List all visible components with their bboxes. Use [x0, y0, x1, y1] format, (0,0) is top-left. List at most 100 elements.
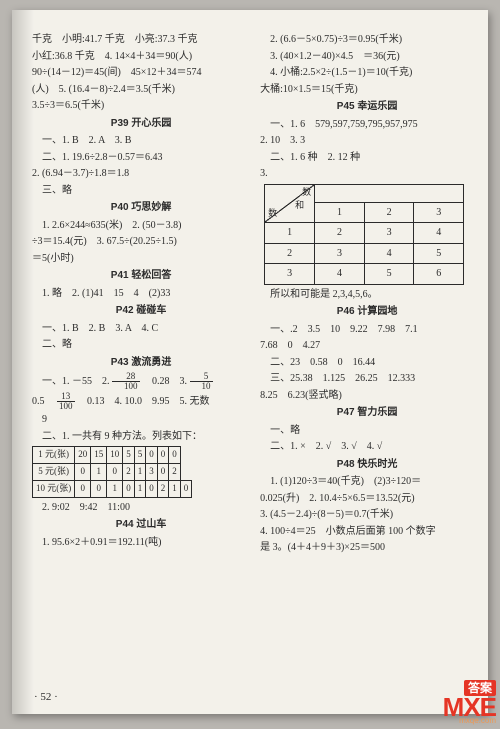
table-cell: 15 [91, 447, 107, 464]
table-row: 10 元(张) 0 0 1 0 1 0 2 1 0 [33, 480, 192, 497]
text-line: 一、略 [260, 423, 474, 439]
table-cell: 1 [134, 463, 146, 480]
text-line: 大桶:10×1.5＝15(千克) [260, 82, 474, 98]
text-line: 2. 10 3. 3 [260, 133, 474, 149]
table-cell: 1 [265, 223, 315, 244]
denominator: 100 [57, 402, 75, 411]
table-cell: 5 [134, 447, 146, 464]
section-heading: P47 智力乐园 [260, 405, 474, 421]
table-cell: 1 [91, 463, 107, 480]
text-line: 一、1. 6 579,597,759,795,957,975 [260, 117, 474, 133]
text-line: 三、略 [32, 183, 250, 199]
table-cell: 0 [157, 447, 169, 464]
section-heading: P45 幸运乐园 [260, 99, 474, 115]
text-line: ＝5(小时) [32, 251, 250, 267]
table-cell: 0 [169, 447, 181, 464]
table-cell: 3 [146, 463, 158, 480]
denominator: 10 [190, 382, 213, 391]
table-cell: 2 [364, 202, 414, 223]
text-line: 1. 略 2. (1)41 15 4 (2)33 [32, 286, 250, 302]
table-cell: 5 [364, 264, 414, 285]
text-line: 二、略 [32, 337, 250, 353]
section-heading: P43 激流勇进 [32, 355, 250, 371]
table-cell: 3 [265, 264, 315, 285]
text-line: 8.25 6.23(竖式略) [260, 388, 474, 404]
table-row: 3 4 5 6 [265, 264, 464, 285]
text-line: 二、1. 一共有 9 种方法。列表如下： [32, 429, 250, 445]
text-line: 二、1. 19.6÷2.8－0.57＝6.43 [32, 150, 250, 166]
table-cell: 1 [315, 202, 365, 223]
text-line: 二、1. 6 种 2. 12 种 [260, 150, 474, 166]
diag-header: 数 和 数 [265, 184, 315, 223]
columns: 千克 小明:41.7 千克 小亮:37.3 千克 小红:36.8 千克 4. 1… [32, 32, 474, 672]
text-line: 二、1. × 2. √ 3. √ 4. √ [260, 439, 474, 455]
text-line: 0.5 13100 0.13 4. 10.0 9.95 5. 无数 [32, 392, 250, 411]
table-cell: 1 元(张) [33, 447, 75, 464]
text-line: 小红:36.8 千克 4. 14×4＋34＝90(人) [32, 49, 250, 65]
table-cell: 6 [414, 264, 464, 285]
table-cell [315, 184, 464, 202]
table-cell: 0 [75, 480, 91, 497]
text-line: 一、.2 3.5 10 9.22 7.98 7.1 [260, 322, 474, 338]
table-cell: 10 [107, 447, 123, 464]
denominator: 100 [112, 382, 140, 391]
money-table: 1 元(张) 20 15 10 5 5 0 0 0 5 元(张) 0 1 0 2… [32, 446, 192, 498]
right-column: 2. (6.6－5×0.75)÷3＝0.95(千米) 3. (40×1.2－40… [260, 32, 474, 672]
table-row: 2 3 4 5 [265, 243, 464, 264]
table-cell: 20 [75, 447, 91, 464]
table-cell: 2 [265, 243, 315, 264]
text-line: 90÷(14－12)＝45(间) 45×12＋34＝574 [32, 65, 250, 81]
table-cell: 3 [315, 243, 365, 264]
table-cell: 0 [91, 480, 107, 497]
table-cell: 0 [146, 480, 158, 497]
table-cell: 2 [123, 463, 135, 480]
table-cell: 0 [157, 463, 169, 480]
text-line: 2. (6.94－3.7)÷1.8＝1.8 [32, 166, 250, 182]
sum-table: 数 和 数 1 2 3 1 2 3 4 [264, 184, 464, 285]
text-line: ÷3＝15.4(元) 3. 67.5÷(20.25÷1.5) [32, 234, 250, 250]
text-line: 是 3。(4＋4＋9＋3)×25＝500 [260, 540, 474, 556]
text-line: 9 [32, 412, 250, 428]
section-heading: P39 开心乐园 [32, 116, 250, 132]
diag-bot-label: 数 [268, 207, 277, 221]
table-row: 1 元(张) 20 15 10 5 5 0 0 0 [33, 447, 192, 464]
text-line: 4. 100÷4＝25 小数点后面第 100 个数字 [260, 524, 474, 540]
table-cell: 10 元(张) [33, 480, 75, 497]
table-cell: 0 [107, 463, 123, 480]
text-line: 三、25.38 1.125 26.25 12.333 [260, 371, 474, 387]
section-heading: P42 碰碰车 [32, 303, 250, 319]
table-cell: 5 元(张) [33, 463, 75, 480]
table-row: 5 元(张) 0 1 0 2 1 3 0 2 [33, 463, 192, 480]
fraction: 28100 [112, 372, 140, 391]
text-line: 7.68 0 4.27 [260, 338, 474, 354]
text-line: 千克 小明:41.7 千克 小亮:37.3 千克 [32, 32, 250, 48]
binding-shadow [12, 10, 34, 714]
table-cell: 1 [169, 480, 181, 497]
text-line: 1. 2.6×244≈635(米) 2. (50－3.8) [32, 218, 250, 234]
table-cell: 5 [414, 243, 464, 264]
text-line: 3. [260, 166, 474, 182]
text-span: 0.28 3. [142, 376, 190, 387]
text-line: 2. 9:02 9:42 11:00 [32, 500, 250, 516]
text-line: 3. (40×1.2－40)×4.5 ＝36(元) [260, 49, 474, 65]
table-row: 1 2 3 4 [265, 223, 464, 244]
table-cell: 4 [364, 243, 414, 264]
watermark: 答案 MXE mxqe.com [443, 680, 496, 725]
text-line: 1. 95.6×2＋0.91＝192.11(吨) [32, 535, 250, 551]
diag-mid-label: 和 [295, 199, 304, 213]
text-line: 1. (1)120÷3＝40(千克) (2)3÷120＝ [260, 474, 474, 490]
text-line: (人) 5. (16.4－8)÷2.4＝3.5(千米) [32, 82, 250, 98]
section-heading: P41 轻松回答 [32, 268, 250, 284]
text-line: 4. 小桶:2.5×2÷(1.5－1)＝10(千克) [260, 65, 474, 81]
table-cell: 1 [134, 480, 146, 497]
section-heading: P48 快乐时光 [260, 457, 474, 473]
diag-top-label: 数 [302, 186, 311, 200]
text-line: 所以和可能是 2,3,4,5,6。 [260, 287, 474, 303]
text-line: 一、1. B 2. A 3. B [32, 133, 250, 149]
section-heading: P40 巧思妙解 [32, 200, 250, 216]
section-heading: P46 计算园地 [260, 304, 474, 320]
table-cell: 2 [169, 463, 181, 480]
table-row: 数 和 数 [265, 184, 464, 202]
text-line: 二、23 0.58 0 16.44 [260, 355, 474, 371]
text-line: 一、1. B 2. B 3. A 4. C [32, 321, 250, 337]
